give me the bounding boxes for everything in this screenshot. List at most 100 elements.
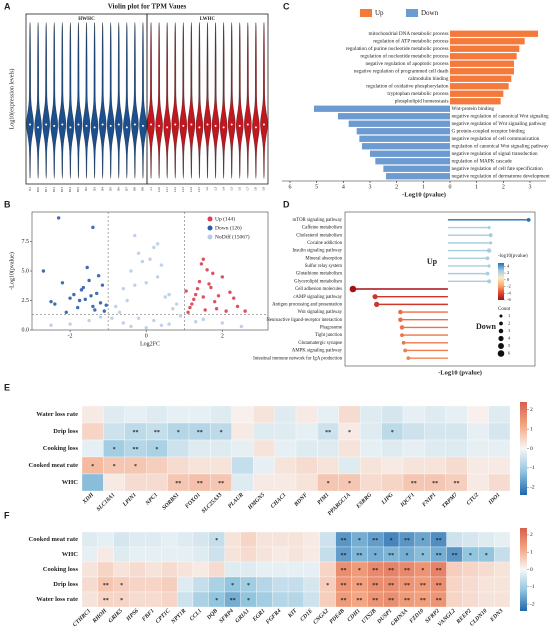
significance-mark: * bbox=[374, 553, 377, 559]
bar-label: calmodulin binding bbox=[408, 76, 449, 82]
significance-mark: ** bbox=[341, 583, 347, 589]
median-dot bbox=[85, 124, 88, 127]
x-tick-label: L10 bbox=[157, 187, 161, 193]
significance-mark: ** bbox=[436, 598, 442, 604]
point bbox=[68, 296, 72, 300]
x-tick-label: 2 bbox=[395, 184, 398, 190]
size-legend-label: 3 bbox=[508, 328, 511, 333]
heat-cell bbox=[360, 439, 382, 458]
heat-cell bbox=[210, 405, 232, 424]
point bbox=[49, 299, 53, 304]
heat-cell bbox=[303, 546, 320, 563]
size-legend-marker bbox=[499, 321, 503, 326]
point bbox=[104, 303, 108, 307]
heat-cell bbox=[176, 546, 194, 563]
bar-label: G protein-coupled receptor binding bbox=[452, 128, 526, 134]
median-dot bbox=[101, 123, 104, 126]
violin-body bbox=[66, 22, 75, 179]
median-dot bbox=[37, 126, 40, 129]
heat-cell bbox=[424, 405, 446, 424]
group-label: Down bbox=[476, 322, 497, 331]
bar bbox=[450, 53, 517, 60]
median-dot bbox=[45, 123, 48, 126]
heat-cell bbox=[224, 561, 241, 578]
heat-cell bbox=[231, 439, 254, 458]
median-dot bbox=[77, 123, 80, 126]
heat-cell bbox=[81, 591, 99, 608]
significance-mark: ** bbox=[372, 598, 378, 604]
colorbar-tick-label: 0 bbox=[507, 277, 510, 282]
size-legend-marker bbox=[498, 335, 504, 342]
point bbox=[93, 308, 97, 312]
point bbox=[188, 305, 192, 310]
significance-mark: ** bbox=[388, 568, 394, 574]
median-dot bbox=[182, 124, 185, 127]
heat-cell bbox=[493, 591, 511, 608]
violin-body bbox=[187, 22, 196, 179]
significance-mark: ** bbox=[341, 598, 347, 604]
x-tick-label: B12 bbox=[52, 187, 56, 193]
size-legend-marker bbox=[499, 314, 503, 318]
significance-mark: ** bbox=[388, 553, 394, 559]
significance-mark: ** bbox=[356, 598, 362, 604]
bar bbox=[386, 173, 450, 180]
point bbox=[197, 279, 202, 284]
bar-label: negative regulation of cell communicatio… bbox=[452, 135, 540, 142]
point bbox=[89, 294, 93, 298]
row-label: Cooked meat rate bbox=[29, 462, 79, 469]
x-tick-label: B5 bbox=[108, 187, 112, 191]
point bbox=[87, 318, 91, 323]
violin-body bbox=[131, 22, 139, 179]
heat-cell bbox=[81, 576, 99, 593]
x-tick-label: 1 bbox=[475, 184, 478, 190]
point bbox=[167, 292, 171, 297]
point bbox=[220, 275, 225, 279]
heat-cell bbox=[81, 405, 104, 424]
bar-label: negative regulation of Wnt signaling pat… bbox=[452, 120, 547, 127]
heat-cell bbox=[445, 456, 468, 475]
x-tick-label: -2 bbox=[68, 333, 73, 339]
median-dot bbox=[246, 123, 249, 126]
bar-label: regulation of purine nucleotide metaboli… bbox=[346, 45, 449, 52]
x-tick-label: L2 bbox=[205, 187, 209, 191]
point bbox=[201, 295, 205, 299]
point bbox=[209, 285, 213, 290]
significance-mark: ** bbox=[341, 538, 347, 544]
size-legend-marker bbox=[498, 343, 504, 349]
significance-mark: * bbox=[358, 568, 361, 574]
point bbox=[235, 304, 240, 309]
x-tick-label: L15 bbox=[197, 187, 201, 193]
heat-cell bbox=[274, 456, 297, 475]
heat-cell bbox=[381, 473, 404, 492]
significance-mark: * bbox=[215, 598, 218, 604]
point bbox=[203, 308, 207, 312]
colorbar-tick-label: -2 bbox=[507, 284, 511, 289]
heat-cell bbox=[161, 576, 178, 593]
bar bbox=[375, 158, 450, 165]
point bbox=[114, 304, 118, 309]
heat-cell bbox=[253, 422, 275, 441]
heat-cell bbox=[81, 531, 99, 548]
heat-cell bbox=[224, 546, 241, 563]
heat-cell bbox=[256, 576, 273, 593]
panel-label: F bbox=[4, 510, 10, 520]
legend-label: Up (144) bbox=[215, 215, 235, 222]
point bbox=[140, 259, 145, 264]
heat-cell bbox=[81, 422, 104, 441]
median-dot bbox=[158, 124, 161, 127]
x-tick-label: L3 bbox=[213, 187, 217, 191]
heat-cell bbox=[287, 531, 305, 548]
heat-cell bbox=[467, 422, 489, 441]
heat-cell bbox=[467, 439, 489, 458]
median-dot bbox=[174, 123, 177, 126]
lollipop-head bbox=[486, 248, 492, 253]
group-box bbox=[146, 13, 269, 185]
colorbar bbox=[498, 263, 504, 300]
lollipop-head bbox=[489, 241, 493, 245]
heat-cell bbox=[103, 473, 125, 492]
point bbox=[148, 257, 152, 261]
heat-cell bbox=[295, 422, 318, 441]
heat-cell bbox=[446, 561, 463, 578]
significance-mark: * bbox=[348, 481, 351, 487]
median-dot bbox=[214, 124, 217, 127]
